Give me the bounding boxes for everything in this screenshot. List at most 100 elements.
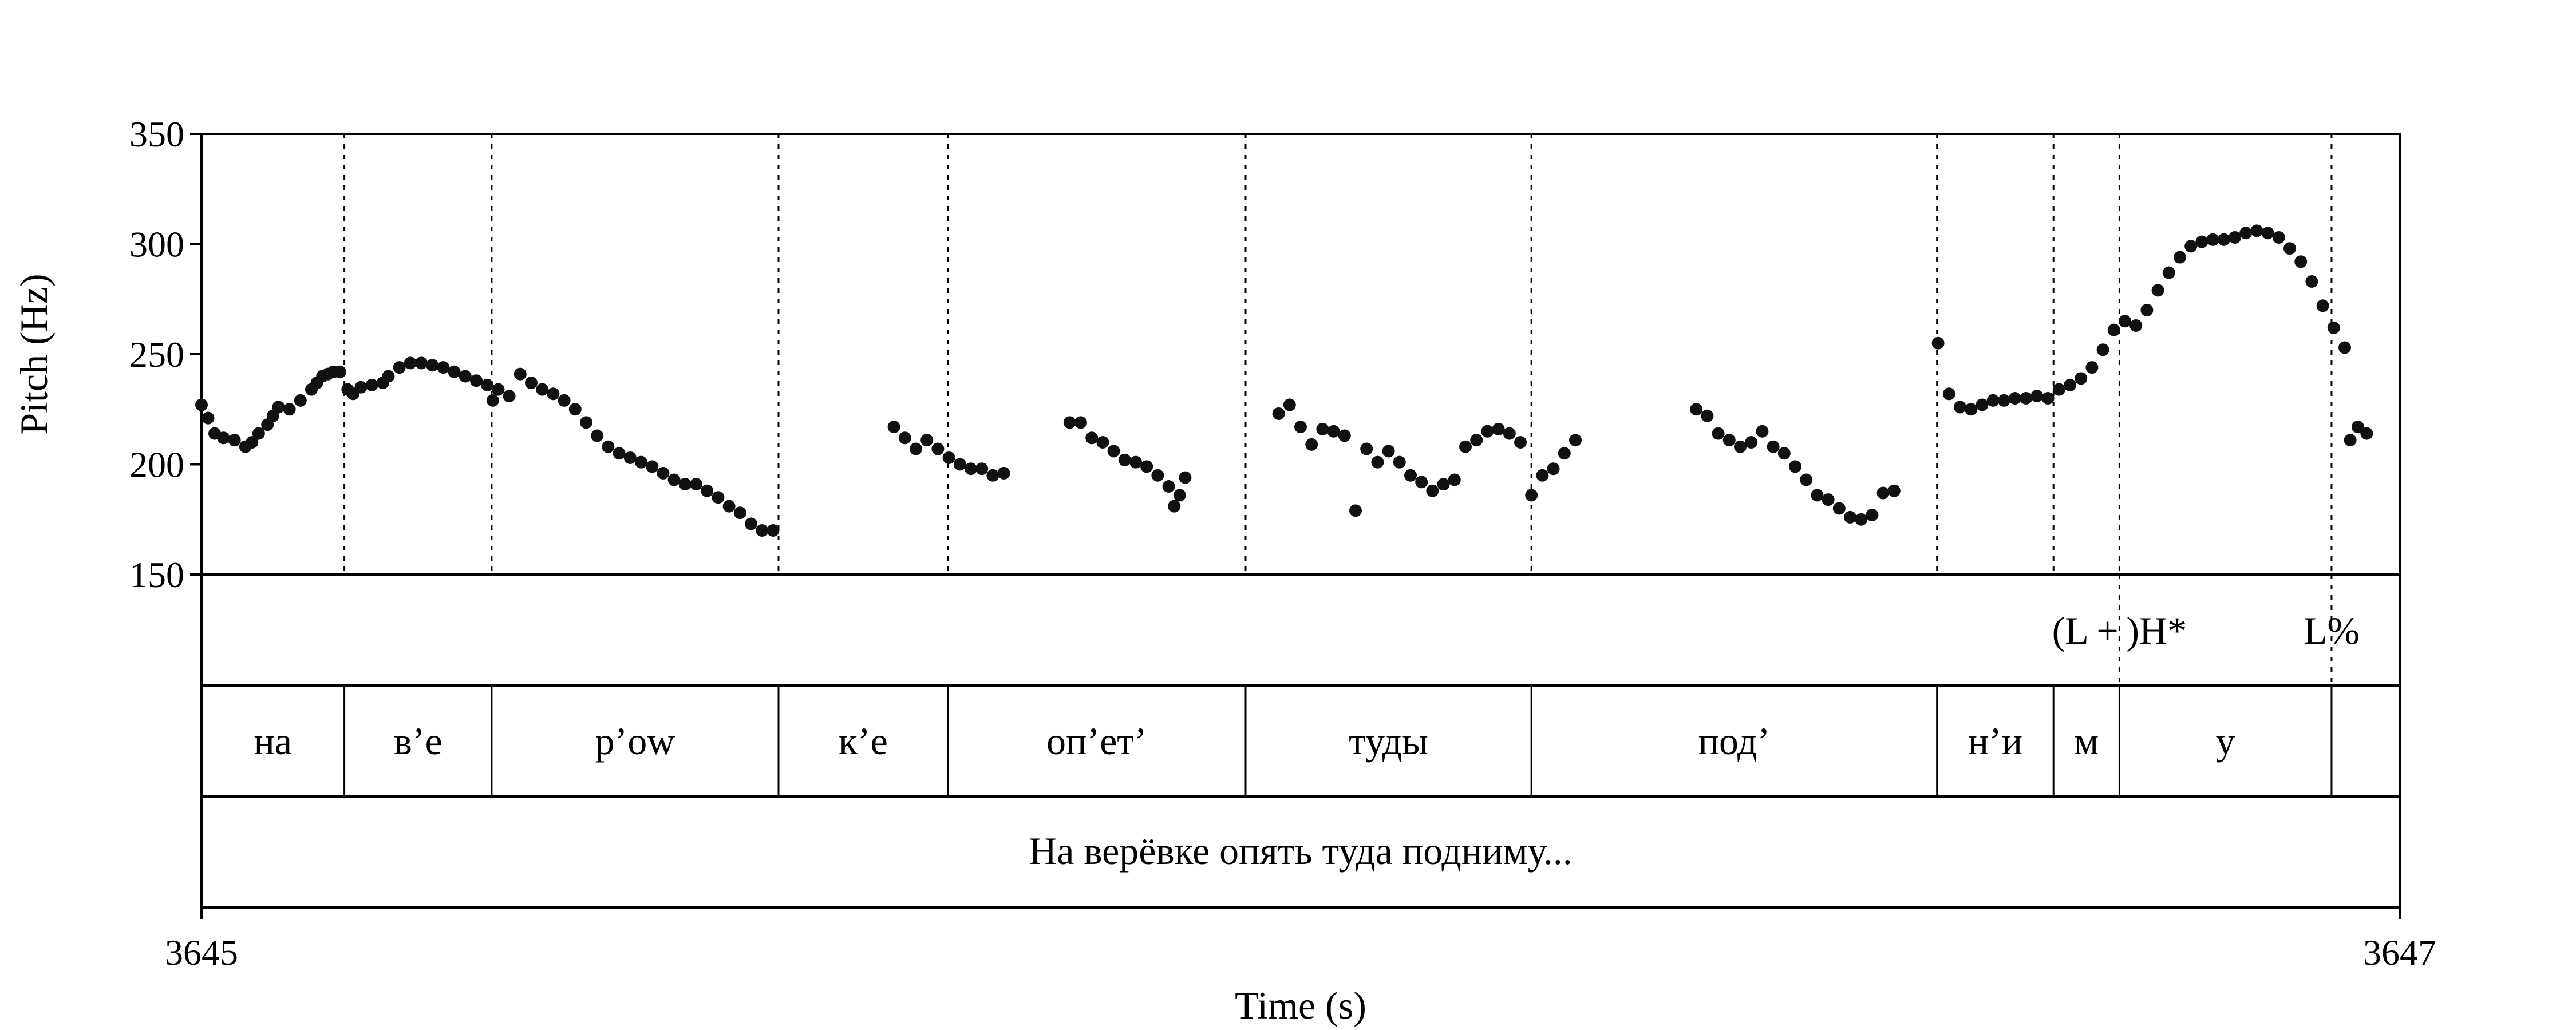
pitch-point-3 xyxy=(217,431,230,445)
x-tick-label-end: 3647 xyxy=(2363,932,2436,973)
pitch-point-160 xyxy=(2239,227,2253,240)
pitch-point-171 xyxy=(2352,421,2365,434)
y-axis: 150 200 250 300 350 xyxy=(129,114,202,595)
pitch-point-155 xyxy=(2184,240,2198,253)
pitch-point-114 xyxy=(1701,409,1714,422)
pitch-point-96 xyxy=(1393,455,1406,469)
pitch-point-159 xyxy=(2229,231,2241,244)
pitch-point-164 xyxy=(2283,242,2296,255)
pitch-point-166 xyxy=(2305,275,2318,288)
pitch-point-97 xyxy=(1404,469,1417,482)
pitch-point-46 xyxy=(613,447,626,460)
syllable-label-3: к’е xyxy=(839,719,888,763)
pitch-point-121 xyxy=(1777,447,1791,460)
pitch-point-49 xyxy=(646,460,659,473)
pitch-point-36 xyxy=(503,390,516,403)
pitch-point-44 xyxy=(591,429,604,442)
pitch-point-37 xyxy=(513,367,527,381)
pitch-point-100 xyxy=(1437,478,1450,491)
pitch-point-106 xyxy=(1503,427,1516,440)
syllable-label-9: у xyxy=(2216,719,2235,763)
pitch-point-126 xyxy=(1832,502,1846,515)
pitch-point-88 xyxy=(1305,438,1318,451)
pitch-point-102 xyxy=(1459,440,1472,453)
pitch-points xyxy=(195,224,2373,537)
pitch-point-12 xyxy=(294,394,307,407)
pitch-point-90 xyxy=(1327,425,1340,438)
pitch-point-34 xyxy=(486,394,499,407)
syllable-label-2: р’ow xyxy=(595,719,675,763)
pitch-point-54 xyxy=(701,484,714,497)
y-tick-label-1: 200 xyxy=(129,445,184,485)
pitch-point-35 xyxy=(492,383,505,396)
pitch-point-150 xyxy=(2129,319,2143,332)
x-axis: 3645 3647 Time (s) xyxy=(165,908,2436,1027)
pitch-point-157 xyxy=(2206,233,2219,246)
pitch-point-141 xyxy=(2030,390,2044,403)
pitch-point-93 xyxy=(1360,442,1373,455)
y-tick-label-2: 250 xyxy=(129,334,184,375)
pitch-point-63 xyxy=(910,442,922,455)
pitch-point-101 xyxy=(1448,473,1461,486)
pitch-point-162 xyxy=(2261,227,2274,240)
pitch-point-116 xyxy=(1722,434,1736,447)
pitch-point-25 xyxy=(393,361,406,374)
pitch-point-1 xyxy=(202,411,215,425)
pitch-point-167 xyxy=(2316,299,2329,312)
pitch-point-148 xyxy=(2107,323,2120,336)
pitch-point-66 xyxy=(942,451,955,464)
pitch-point-68 xyxy=(965,462,977,476)
sentence-tier-frame xyxy=(200,795,2401,909)
pitch-point-161 xyxy=(2250,224,2263,237)
pitch-point-18 xyxy=(333,365,346,378)
pitch-point-21 xyxy=(354,381,368,394)
pitch-point-117 xyxy=(1734,440,1747,453)
pitch-point-94 xyxy=(1371,455,1384,469)
pitch-point-137 xyxy=(1986,394,2000,407)
pitch-point-95 xyxy=(1382,445,1395,458)
pitch-point-53 xyxy=(690,478,702,491)
pitch-point-74 xyxy=(1085,431,1099,445)
pitch-point-64 xyxy=(920,434,934,447)
pitch-point-89 xyxy=(1316,422,1329,435)
pitch-point-73 xyxy=(1074,416,1087,429)
pitch-point-147 xyxy=(2096,343,2109,356)
pitch-point-80 xyxy=(1151,469,1164,482)
pitch-point-163 xyxy=(2272,231,2285,244)
x-axis-title: Time (s) xyxy=(1235,984,1366,1027)
pitch-point-87 xyxy=(1294,421,1307,434)
syllable-label-7: н’и xyxy=(1968,719,2022,763)
pitch-point-83 xyxy=(1173,489,1186,502)
tone-tier: (L + )H* L% xyxy=(200,573,2401,687)
pitch-point-120 xyxy=(1767,440,1780,453)
pitch-point-86 xyxy=(1283,398,1296,411)
pitch-point-43 xyxy=(580,416,592,429)
pitch-point-22 xyxy=(365,378,378,391)
pitch-point-168 xyxy=(2327,321,2340,334)
pitch-point-169 xyxy=(2338,341,2351,354)
pitch-point-82 xyxy=(1168,500,1181,513)
pitch-point-42 xyxy=(568,403,582,416)
pitch-point-75 xyxy=(1096,436,1109,449)
pitch-point-128 xyxy=(1855,513,1868,526)
pitch-point-156 xyxy=(2195,235,2208,248)
pitch-point-135 xyxy=(1965,403,1978,416)
pitch-point-108 xyxy=(1525,489,1538,502)
y-tick-label-4: 350 xyxy=(129,114,184,154)
pitch-point-71 xyxy=(997,466,1010,480)
pitch-point-81 xyxy=(1162,480,1175,493)
pitch-point-103 xyxy=(1470,434,1483,447)
tone-label-1: L% xyxy=(2304,609,2360,652)
x-tick-label-start: 3645 xyxy=(165,932,238,973)
syllable-label-8: м xyxy=(2074,719,2099,763)
pitch-point-112 xyxy=(1569,434,1582,447)
pitch-point-158 xyxy=(2217,233,2230,246)
pitch-point-152 xyxy=(2151,284,2164,297)
syllable-tier-frame xyxy=(200,684,2401,798)
pitch-point-133 xyxy=(1942,387,1955,401)
pitch-point-151 xyxy=(2140,304,2154,316)
pitch-point-140 xyxy=(2020,392,2033,405)
pitch-point-48 xyxy=(635,455,647,469)
pitch-point-125 xyxy=(1822,493,1835,506)
pitch-panel: 150 200 250 300 350 xyxy=(129,114,2401,595)
